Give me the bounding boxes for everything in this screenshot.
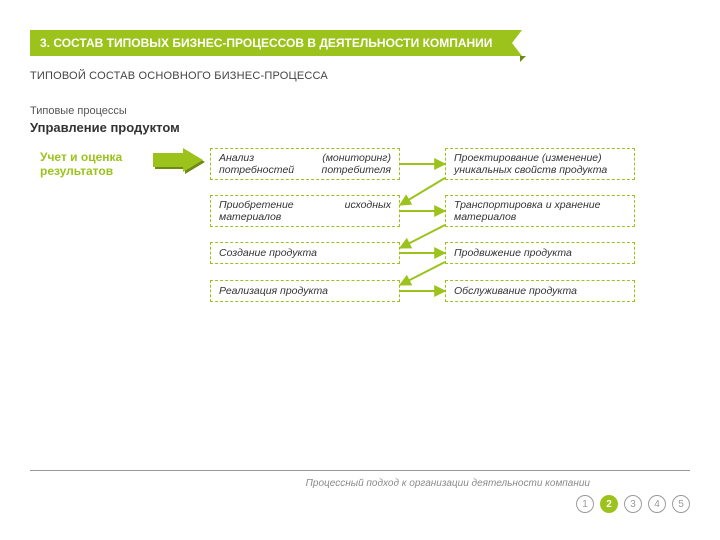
box-realization: Реализация продукта [210,280,400,302]
arrow-r1-l2 [400,178,445,205]
page-2[interactable]: 2 [600,495,618,513]
pager: 1 2 3 4 5 [576,495,690,513]
section-banner: 3. СОСТАВ ТИПОВЫХ БИЗНЕС-ПРОЦЕССОВ В ДЕЯ… [30,30,522,56]
box-design: Проектирование (изменение) уникальных св… [445,148,635,180]
page-1[interactable]: 1 [576,495,594,513]
box-creation: Создание продукта [210,242,400,264]
ribbon-notch [517,37,523,49]
footer-caption: Процессный подход к организации деятельн… [306,478,590,489]
box-promotion: Продвижение продукта [445,242,635,264]
page-4[interactable]: 4 [648,495,666,513]
ribbon-shadow [520,56,526,62]
arrow-r3-l4 [400,262,445,285]
page-5[interactable]: 5 [672,495,690,513]
box-procurement: Приобретение исходных материалов [210,195,400,227]
ribbon-tail [512,30,522,56]
box-analysis: Анализ (мониторинг) потребностей потреби… [210,148,400,180]
process-name: Управление продуктом [30,120,180,135]
start-arrow-icon [153,148,205,174]
subtitle: ТИПОВОЙ СОСТАВ ОСНОВНОГО БИЗНЕС-ПРОЦЕССА [30,70,328,82]
footer-divider [30,470,690,471]
page-3[interactable]: 3 [624,495,642,513]
box-service: Обслуживание продукта [445,280,635,302]
process-label: Типовые процессы [30,105,127,117]
box-transport: Транспортировка и хранение материалов [445,195,635,227]
arrow-r2-l3 [400,225,445,248]
section-title: 3. СОСТАВ ТИПОВЫХ БИЗНЕС-ПРОЦЕССОВ В ДЕЯ… [30,30,512,56]
start-label: Учет и оценка результатов [40,150,150,179]
